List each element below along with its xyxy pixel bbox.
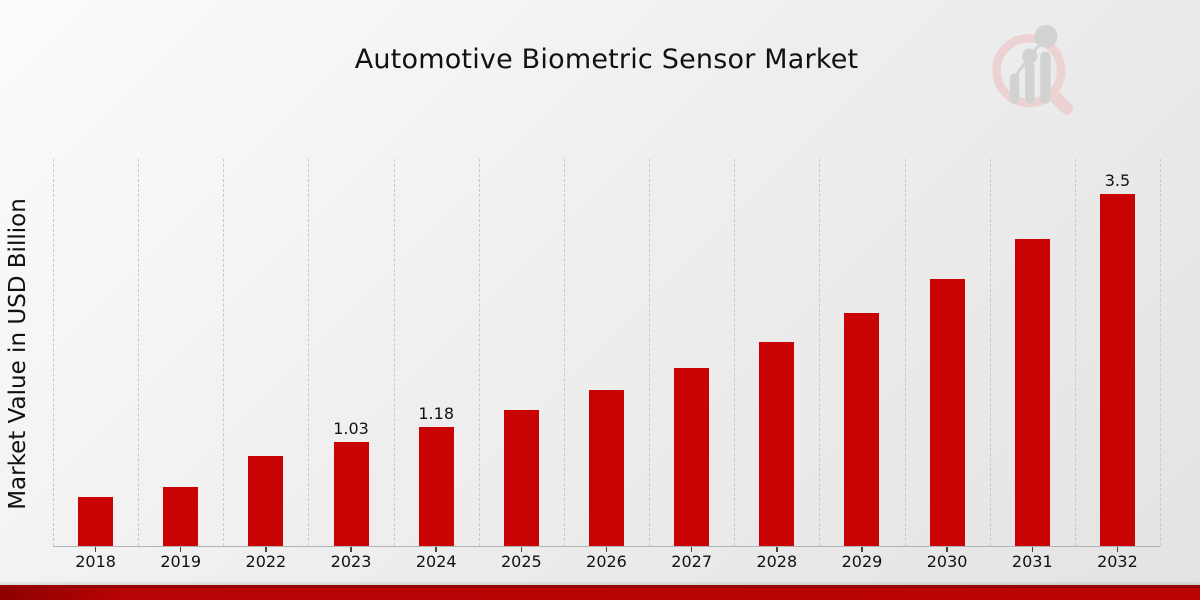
- bar-2027: [674, 368, 710, 546]
- x-tick-label-2024: 2024: [415, 552, 457, 571]
- x-axis-tick: [861, 547, 863, 552]
- logo-bar-3: [1040, 51, 1051, 104]
- vertical-gridline: [1074, 159, 1076, 546]
- x-axis-tick: [776, 547, 778, 552]
- vertical-gridline: [308, 159, 310, 546]
- vertical-gridline: [819, 159, 821, 546]
- vertical-gridline: [734, 159, 736, 546]
- vertical-gridline: [904, 159, 906, 546]
- x-tick-label-2018: 2018: [75, 552, 116, 571]
- bar-value-label: 1.03: [333, 419, 369, 439]
- x-tick-label-2026: 2026: [586, 552, 627, 571]
- x-tick-label-2022: 2022: [245, 552, 287, 571]
- bar-value-label: 1.18: [418, 404, 454, 424]
- bar-2024: [418, 427, 454, 546]
- vertical-gridline: [649, 159, 651, 546]
- bar-2031: [1014, 239, 1050, 546]
- x-tick-label-2031: 2031: [1011, 552, 1053, 571]
- x-axis-tick: [435, 547, 437, 552]
- x-axis-tick: [1116, 547, 1119, 552]
- vertical-gridline: [563, 159, 565, 546]
- bar-2023: [333, 442, 369, 546]
- bar-2022: [248, 455, 284, 546]
- magnifier-bar-chart-logo-icon: [992, 24, 1074, 115]
- vertical-gridline: [53, 159, 54, 546]
- vertical-gridline: [989, 159, 991, 546]
- bar-value-label: 3.5: [1104, 171, 1131, 191]
- trend-dot-large: [1034, 24, 1058, 48]
- bar-2018: [78, 496, 114, 546]
- magnifier-handle: [1047, 89, 1074, 115]
- bar-2019: [163, 486, 199, 546]
- bar-2026: [589, 390, 624, 546]
- x-tick-label-2028: 2028: [756, 552, 798, 571]
- logo-bar-1: [1009, 73, 1020, 104]
- x-axis-tick: [350, 547, 352, 552]
- footer-accent-bar: [0, 585, 1200, 600]
- x-tick-label-2027: 2027: [671, 552, 712, 571]
- bar-2032: [1099, 194, 1135, 546]
- x-axis-tick: [94, 547, 97, 552]
- bar-2030: [929, 278, 965, 546]
- chart-title: Automotive Biometric Sensor Market: [354, 44, 859, 75]
- x-tick-label-2032: 2032: [1097, 552, 1138, 571]
- x-tick-label-2029: 2029: [841, 552, 883, 571]
- plot-area: 1.03 1.18 3.5: [53, 159, 1161, 552]
- vertical-gridline: [393, 159, 395, 546]
- x-axis-tick: [1031, 547, 1034, 552]
- x-tick-label-2030: 2030: [926, 552, 968, 571]
- bar-2025: [503, 410, 539, 546]
- x-axis-tick: [690, 547, 693, 552]
- bar-2029: [844, 312, 880, 546]
- x-tick-label-2023: 2023: [330, 552, 372, 571]
- vertical-gridline: [1160, 159, 1161, 546]
- vertical-gridline: [138, 159, 140, 546]
- logo-bar-2: [1025, 61, 1035, 104]
- x-axis-tick: [605, 547, 608, 552]
- x-axis-tick: [265, 547, 267, 552]
- x-axis-tick: [946, 547, 948, 552]
- bar-2028: [759, 341, 795, 546]
- x-tick-label-2025: 2025: [500, 552, 542, 571]
- y-axis-label: Market Value in USD Billion: [5, 198, 31, 510]
- x-axis-tick: [520, 547, 523, 552]
- trend-dot-small: [1022, 48, 1038, 64]
- vertical-gridline: [223, 159, 225, 546]
- x-tick-label-2019: 2019: [160, 552, 202, 571]
- vertical-gridline: [478, 159, 480, 546]
- x-axis-tick: [179, 547, 182, 552]
